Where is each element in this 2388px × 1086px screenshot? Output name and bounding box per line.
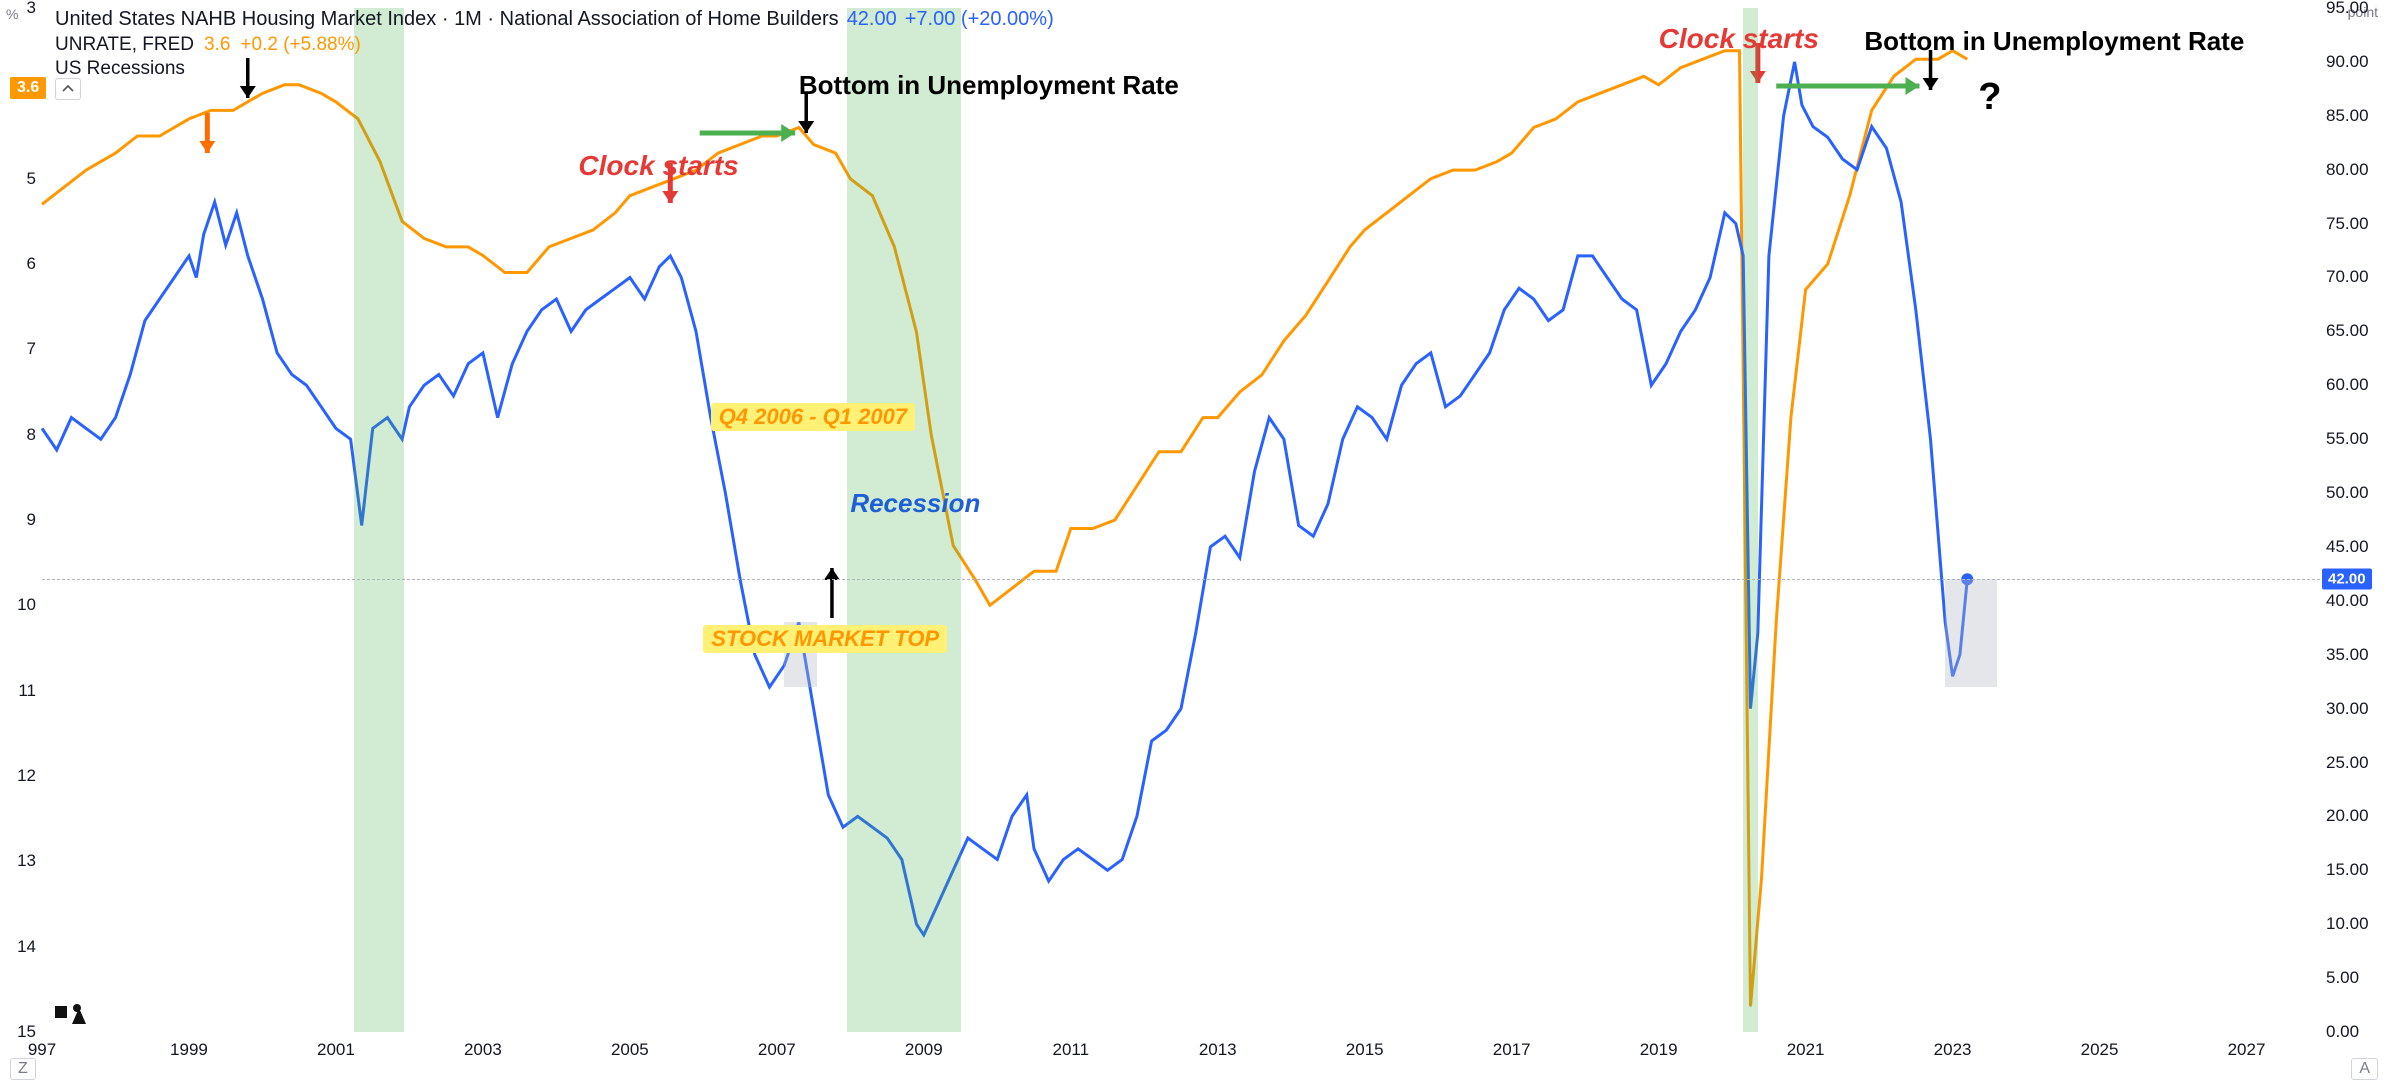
x-tick: 2003	[464, 1040, 502, 1060]
right-tick: 5.00	[2326, 968, 2359, 988]
right-tick: 70.00	[2326, 267, 2369, 287]
annot-recession: Recession	[850, 488, 980, 519]
unrate-change: +0.2 (+5.88%)	[240, 34, 360, 56]
chevron-up-icon	[62, 85, 74, 93]
x-tick: 2017	[1493, 1040, 1531, 1060]
tradingview-logo-icon	[55, 1000, 91, 1026]
x-tick: 2019	[1640, 1040, 1678, 1060]
left-tick: 11	[18, 681, 36, 701]
right-axis: point 0.005.0010.0015.0020.0025.0030.003…	[2318, 0, 2388, 1032]
chart-change: +7.00 (+20.00%)	[905, 8, 1054, 31]
right-tick: 0.00	[2326, 1022, 2359, 1042]
left-tick: 13	[17, 851, 36, 871]
left-tick: 9	[27, 510, 36, 530]
annot-stock-market-top: STOCK MARKET TOP	[703, 625, 947, 653]
right-tick: 60.00	[2326, 375, 2369, 395]
recession-band	[354, 8, 403, 1032]
x-tick: 2013	[1199, 1040, 1237, 1060]
left-tick: 10	[17, 595, 36, 615]
right-tick: 55.00	[2326, 429, 2369, 449]
annot-clock-starts-1: Clock starts	[578, 150, 738, 182]
adj-badge-right[interactable]: A	[2351, 1058, 2378, 1080]
right-tick: 45.00	[2326, 537, 2369, 557]
left-tick: 12	[17, 766, 36, 786]
x-tick: 997	[28, 1040, 56, 1060]
left-tick: 5	[27, 169, 36, 189]
x-tick: 2001	[317, 1040, 355, 1060]
right-tick: 65.00	[2326, 321, 2369, 341]
x-tick: 2011	[1052, 1040, 1089, 1060]
x-tick: 2027	[2228, 1040, 2266, 1060]
right-tick: 20.00	[2326, 806, 2369, 826]
right-tick: 80.00	[2326, 160, 2369, 180]
annot-clock-starts-2: Clock starts	[1659, 23, 1819, 55]
annot-bottom-unemployment-2: Bottom in Unemployment Rate	[1864, 26, 2244, 57]
highlight-box	[1945, 579, 1996, 687]
x-tick: 2021	[1787, 1040, 1825, 1060]
left-axis-unit: %	[6, 6, 18, 22]
right-tick: 35.00	[2326, 645, 2369, 665]
annot-q4-2006: Q4 2006 - Q1 2007	[711, 403, 915, 431]
right-tick: 15.00	[2326, 860, 2369, 880]
left-axis: % 3456789101112131415	[0, 0, 42, 1032]
recession-band	[1743, 8, 1758, 1032]
nahb-series-line	[42, 62, 1967, 935]
indicator-row-recessions: US Recessions	[55, 58, 185, 80]
x-tick: 2025	[2081, 1040, 2119, 1060]
x-tick: 2009	[905, 1040, 943, 1060]
right-tick: 50.00	[2326, 483, 2369, 503]
chart-header: United States NAHB Housing Market Index …	[55, 8, 1054, 31]
right-tick: 10.00	[2326, 914, 2369, 934]
left-tick: 14	[17, 937, 36, 957]
adj-badge-left[interactable]: Z	[10, 1058, 36, 1080]
unrate-label: UNRATE, FRED	[55, 34, 194, 56]
left-price-badge: 3.6	[10, 77, 46, 99]
x-tick: 2005	[611, 1040, 649, 1060]
chart-title: United States NAHB Housing Market Index …	[55, 8, 839, 31]
chart-plot-area[interactable]: Clock starts Clock starts Bottom in Unempl…	[42, 8, 2320, 1032]
arrow-right	[700, 124, 796, 142]
right-tick: 95.00	[2326, 0, 2369, 18]
collapse-button[interactable]	[55, 78, 81, 100]
left-tick: 3	[27, 0, 36, 18]
right-tick: 30.00	[2326, 699, 2369, 719]
recessions-label: US Recessions	[55, 58, 185, 79]
unrate-series-line	[42, 51, 1967, 1007]
arrow-down	[240, 58, 256, 98]
x-tick: 2023	[1934, 1040, 1972, 1060]
left-tick: 8	[27, 425, 36, 445]
right-tick: 25.00	[2326, 753, 2369, 773]
right-tick: 40.00	[2326, 591, 2369, 611]
x-tick: 2015	[1346, 1040, 1384, 1060]
x-tick: 2007	[758, 1040, 796, 1060]
x-tick: 1999	[170, 1040, 208, 1060]
left-tick: 7	[27, 339, 36, 359]
annot-question-mark: ?	[1978, 76, 2001, 119]
left-tick: 15	[17, 1022, 36, 1042]
right-tick: 90.00	[2326, 52, 2369, 72]
unrate-value: 3.6	[204, 34, 230, 56]
left-tick: 6	[27, 254, 36, 274]
annot-bottom-unemployment-1: Bottom in Unemployment Rate	[799, 70, 1179, 101]
arrow-up	[824, 568, 840, 618]
chart-value: 42.00	[847, 8, 897, 31]
indicator-row-unrate: UNRATE, FRED 3.6 +0.2 (+5.88%)	[55, 34, 361, 56]
recession-band	[847, 8, 961, 1032]
right-tick: 75.00	[2326, 214, 2369, 234]
arrow-down	[199, 113, 215, 153]
right-tick: 85.00	[2326, 106, 2369, 126]
x-axis: 9971999200120032005200720092011201320152…	[42, 1032, 2320, 1086]
right-price-badge: 42.00	[2322, 569, 2372, 590]
